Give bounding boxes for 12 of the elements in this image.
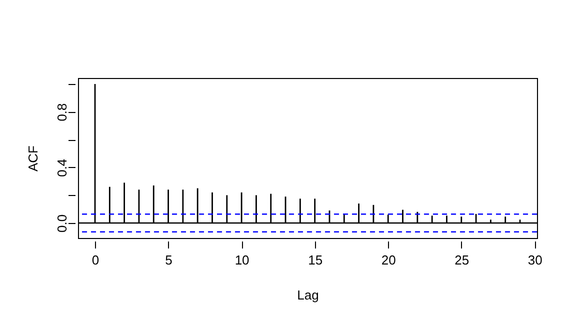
x-axis-title: Lag	[297, 288, 319, 302]
x-tick-label: 30	[528, 252, 542, 268]
y-tick-label: 0.4	[54, 158, 70, 177]
x-tick-label: 25	[454, 252, 470, 268]
x-tick-label: 15	[308, 252, 323, 268]
y-tick-label: 0.8	[54, 103, 70, 122]
x-tick-label: 10	[234, 252, 250, 268]
x-tick-label: 5	[165, 252, 172, 268]
x-tick-label: 20	[381, 252, 396, 268]
x-tick-label: 0	[92, 252, 100, 268]
y-tick-label: 0.0	[54, 214, 70, 233]
y-axis-title: ACF	[26, 145, 40, 172]
